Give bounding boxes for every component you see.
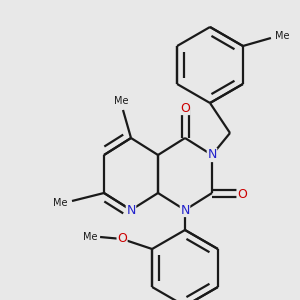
Text: N: N xyxy=(207,148,217,161)
Text: O: O xyxy=(237,188,247,200)
Text: N: N xyxy=(180,203,190,217)
Text: N: N xyxy=(126,203,136,217)
Text: O: O xyxy=(180,101,190,115)
Text: Me: Me xyxy=(114,96,128,106)
Text: O: O xyxy=(117,232,127,245)
Text: Me: Me xyxy=(53,198,68,208)
Text: Me: Me xyxy=(275,31,290,41)
Text: Me: Me xyxy=(82,232,97,242)
